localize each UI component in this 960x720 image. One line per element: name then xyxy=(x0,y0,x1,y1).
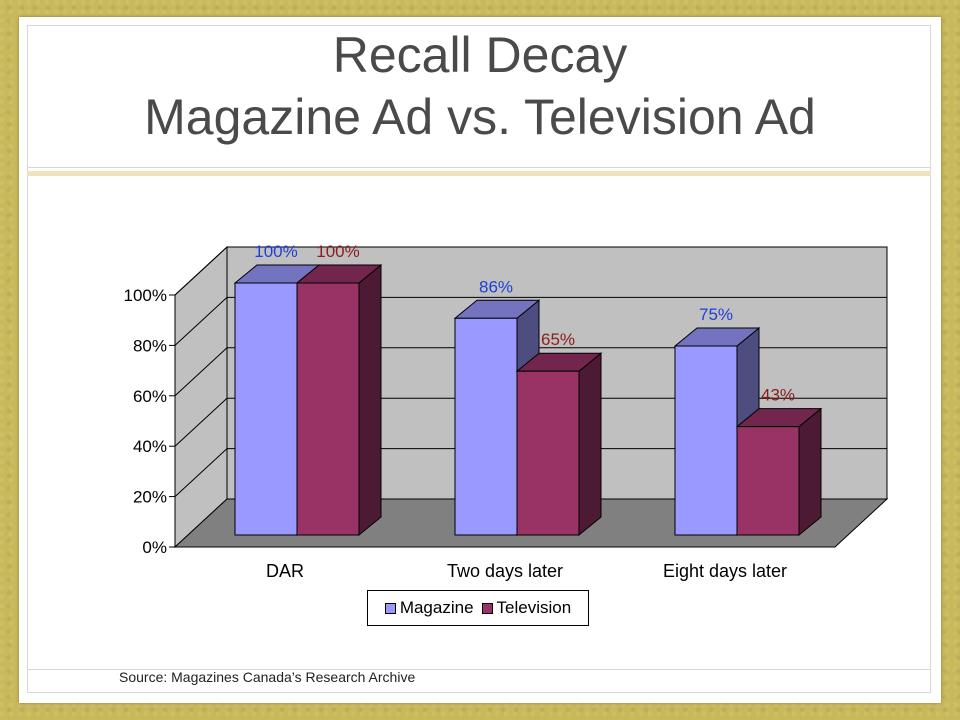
bar-television xyxy=(736,426,800,536)
bar-television xyxy=(296,282,360,536)
slide-title: Recall Decay Magazine Ad vs. Television … xyxy=(19,17,941,167)
data-label-television: 65% xyxy=(541,330,575,349)
y-gridline xyxy=(174,448,887,497)
title-line-2: Magazine Ad vs. Television Ad xyxy=(144,89,816,145)
legend-label-magazine: Magazine xyxy=(399,598,474,617)
footer-divider xyxy=(27,669,931,670)
chart-legend: Magazine Television xyxy=(367,590,589,626)
y-gridline xyxy=(174,296,887,346)
data-label-magazine: 100% xyxy=(254,242,297,261)
bar-side-television xyxy=(578,352,602,537)
legend-item-magazine: Magazine xyxy=(384,598,474,618)
y-tick-label: 100% xyxy=(124,286,167,305)
data-label-magazine: 86% xyxy=(479,277,513,296)
y-gridline xyxy=(174,246,887,296)
bar-television xyxy=(516,370,580,536)
slide-frame xyxy=(27,25,931,693)
y-tick-label: 80% xyxy=(133,336,167,355)
data-label-magazine: 75% xyxy=(699,305,733,324)
y-tick-label: 40% xyxy=(133,437,167,456)
legend-swatch-magazine xyxy=(384,602,396,614)
bar-magazine xyxy=(674,345,738,536)
x-tick-label: Two days later xyxy=(447,561,563,581)
bar-magazine xyxy=(234,282,298,536)
bar-side-television xyxy=(798,407,822,537)
y-tick-label: 0% xyxy=(142,538,167,557)
legend-label-television: Television xyxy=(496,598,572,617)
legend-item-television: Television xyxy=(481,598,572,618)
title-line-1: Recall Decay xyxy=(332,27,628,83)
legend-swatch-television xyxy=(481,602,493,614)
chart-side-wall xyxy=(174,245,228,549)
source-note: Source: Magazines Canada’s Research Arch… xyxy=(119,669,416,685)
y-gridline xyxy=(174,347,887,397)
bar-magazine xyxy=(454,317,518,536)
data-label-television: 43% xyxy=(761,386,795,405)
data-label-television: 100% xyxy=(316,242,359,261)
x-tick-label: DAR xyxy=(266,561,304,581)
title-accent-bar xyxy=(27,171,931,176)
y-tick-label: 20% xyxy=(133,488,167,507)
bar-side-television xyxy=(358,263,382,537)
x-tick-label: Eight days later xyxy=(663,561,787,581)
y-tick-label: 60% xyxy=(133,387,167,406)
title-divider xyxy=(27,167,931,168)
y-gridline xyxy=(174,397,887,447)
